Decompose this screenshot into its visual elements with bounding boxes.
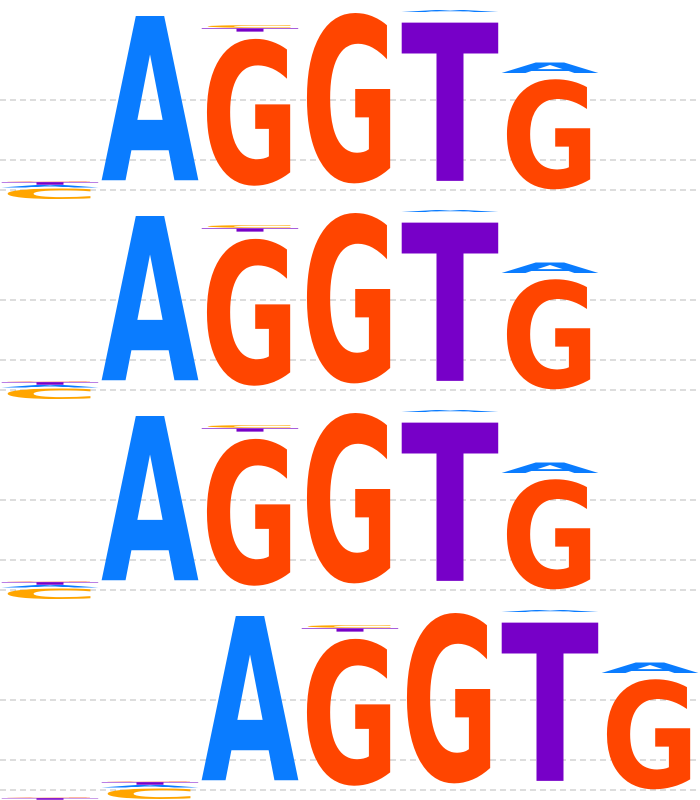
- logo-letter-A: A: [501, 60, 599, 76]
- logo-letter-G: G: [601, 653, 699, 800]
- logo-letter-A: A: [401, 10, 499, 13]
- logo-letter-G: G: [501, 453, 599, 622]
- grid-lines: [0, 299, 700, 391]
- logo-letter-A: A: [501, 460, 599, 476]
- logo-letter-T: T: [501, 580, 599, 800]
- logo-letter-T: T: [301, 627, 399, 632]
- logo-letter-G: G: [1, 581, 99, 582]
- logo-letter-A: A: [101, 372, 199, 635]
- logo-letter-A: A: [401, 210, 499, 213]
- logo-letter-A: A: [1, 185, 99, 189]
- logo-letter-C: C: [201, 425, 299, 429]
- logo-letter-A: A: [101, 172, 199, 435]
- logo-letter-T: T: [101, 781, 199, 785]
- grid-lines: [0, 99, 700, 191]
- logo-letter-G: G: [301, 172, 399, 434]
- logo-letter-A: A: [401, 410, 499, 413]
- logo-letter-G: G: [1, 381, 99, 382]
- logo-letter-G: G: [1, 797, 99, 798]
- logo-letter-A: A: [201, 572, 299, 800]
- logo-letter-C: C: [201, 25, 299, 29]
- logo-letter-A: A: [1, 385, 99, 389]
- logo-letter-A: A: [101, 785, 199, 789]
- logo-letter-C: C: [101, 786, 199, 800]
- logo-letter-C: C: [1, 586, 99, 602]
- logo-letter-C: C: [1, 186, 99, 202]
- logo-letter-A: A: [1, 585, 99, 589]
- logo-letter-G: G: [201, 202, 299, 428]
- logo-letter-G: G: [401, 572, 499, 800]
- logo-letter-T: T: [201, 427, 299, 432]
- logo-letter-T: T: [401, 0, 499, 233]
- grid-lines: [0, 699, 700, 791]
- logo-letter-A: A: [501, 610, 599, 613]
- logo-letter-T: T: [1, 798, 99, 800]
- grid-lines: [0, 499, 700, 591]
- logo-letter-T: T: [201, 227, 299, 232]
- logo-letter-T: T: [401, 380, 499, 632]
- logo-letter-G: G: [1, 181, 99, 182]
- logo-letter-T: T: [201, 27, 299, 32]
- logo-letter-T: T: [1, 381, 99, 385]
- logo-letter-C: C: [201, 225, 299, 229]
- logo-letter-A: A: [501, 260, 599, 276]
- logo-letter-G: G: [201, 2, 299, 228]
- logo-letter-T: T: [401, 180, 499, 432]
- logo-letter-C: C: [1, 386, 99, 402]
- logo-letter-C: C: [301, 625, 399, 629]
- logo-letter-G: G: [301, 602, 399, 800]
- logo-letter-G: G: [101, 781, 199, 782]
- logo-letter-G: G: [501, 253, 599, 422]
- logo-letter-A: A: [601, 660, 699, 676]
- logo-letter-T: T: [1, 581, 99, 585]
- logo-letter-G: G: [301, 0, 399, 234]
- logo-letter-G: G: [301, 372, 399, 634]
- logo-letter-T: T: [1, 181, 99, 185]
- logo-letter-G: G: [201, 402, 299, 628]
- logo-letter-G: G: [501, 53, 599, 222]
- logo-letter-A: A: [101, 0, 199, 234]
